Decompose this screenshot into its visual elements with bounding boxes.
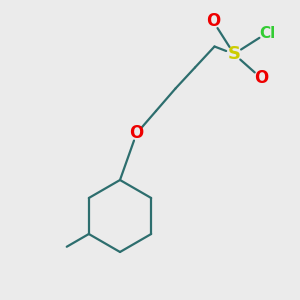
Text: O: O xyxy=(254,69,268,87)
Text: O: O xyxy=(129,124,144,142)
Text: S: S xyxy=(227,45,241,63)
Text: Cl: Cl xyxy=(259,26,275,40)
Text: O: O xyxy=(206,12,220,30)
